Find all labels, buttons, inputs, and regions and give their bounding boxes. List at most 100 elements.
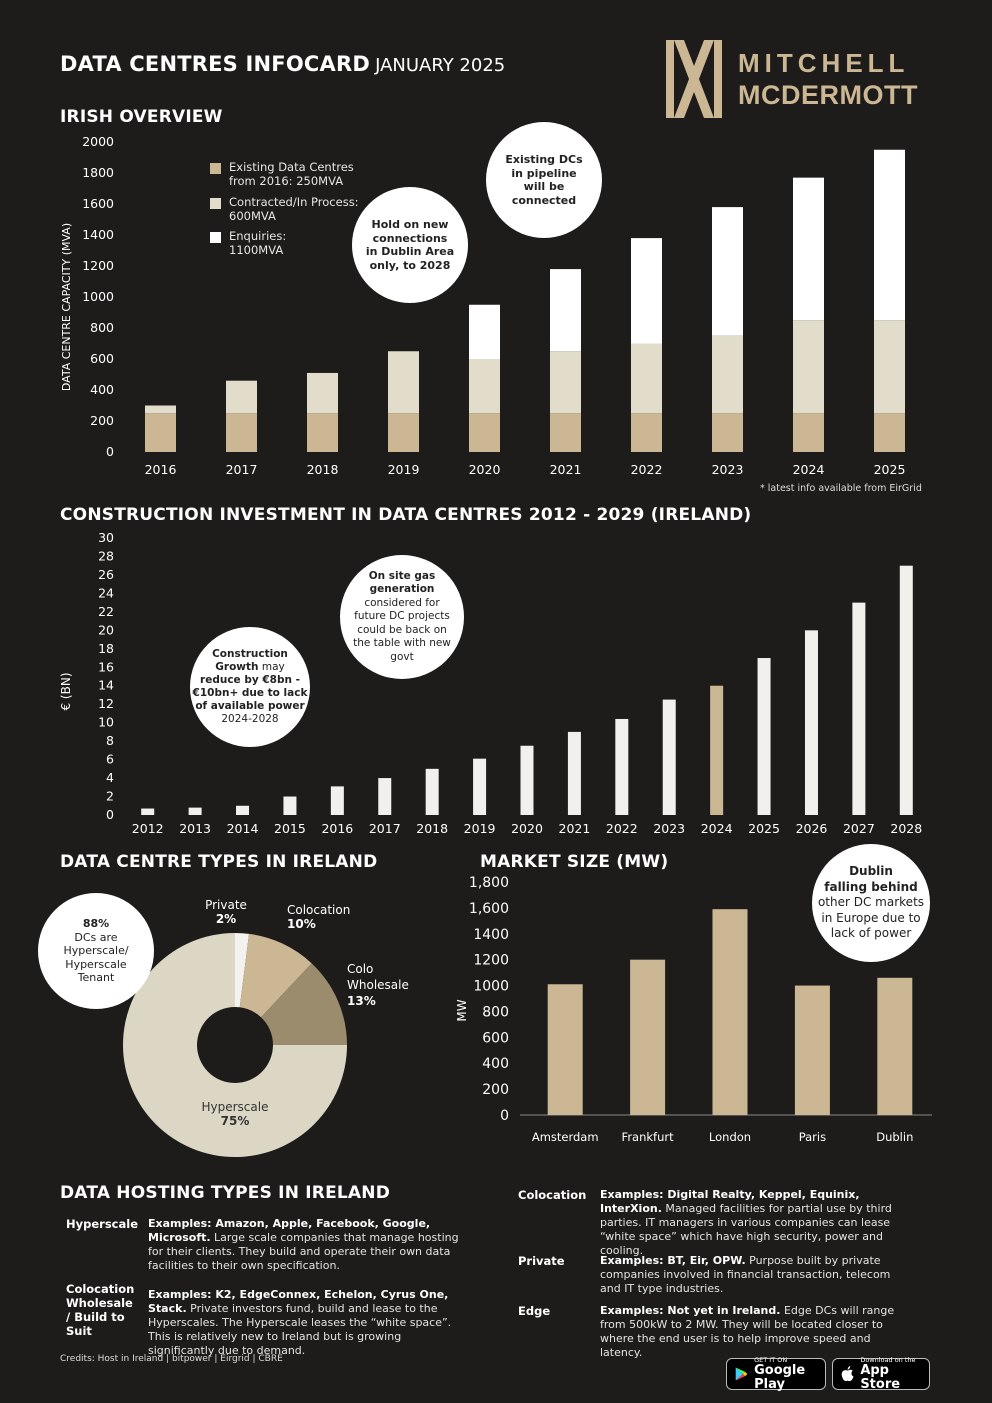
y-tick-label: 30 bbox=[98, 530, 114, 545]
google-play-badge[interactable]: GET IT ON Google Play bbox=[726, 1355, 826, 1392]
stacked-bar-segment bbox=[874, 320, 905, 414]
x-tick-label: 2020 bbox=[469, 462, 501, 477]
y-tick-label: 1000 bbox=[82, 289, 114, 304]
y-tick-label: 14 bbox=[98, 678, 114, 693]
y-tick-label: 24 bbox=[98, 585, 114, 600]
investment-bar bbox=[710, 685, 724, 815]
y-tick-label: 8 bbox=[106, 733, 114, 748]
hosting-label-edge: Edge bbox=[518, 1304, 551, 1318]
app-store-small-text: Download on the bbox=[860, 1355, 916, 1364]
x-tick-label: 2021 bbox=[559, 821, 591, 836]
y-tick-label: 4 bbox=[106, 770, 114, 785]
y-axis-label: € (BN) bbox=[59, 672, 73, 710]
x-tick-label: 2028 bbox=[890, 821, 922, 836]
x-tick-label: Frankfurt bbox=[622, 1130, 675, 1144]
page-title: DATA CENTRES INFOCARD JANUARY 2025 bbox=[60, 52, 505, 76]
market-bar bbox=[877, 977, 913, 1115]
stacked-bar-segment bbox=[874, 413, 905, 452]
investment-bar bbox=[520, 745, 534, 815]
stacked-bar-segment bbox=[388, 351, 419, 414]
y-tick-label: 0 bbox=[500, 1108, 509, 1124]
x-tick-label: 2019 bbox=[388, 462, 420, 477]
hosting-desc-private: Examples: BT, Eir, OPW. Purpose built by… bbox=[600, 1254, 891, 1295]
y-tick-label: 600 bbox=[90, 351, 114, 366]
x-tick-label: 2018 bbox=[416, 821, 448, 836]
x-tick-label: 2013 bbox=[179, 821, 211, 836]
y-tick-label: 800 bbox=[90, 320, 114, 335]
y-tick-label: 18 bbox=[98, 641, 114, 656]
hosting-desc-edge: Examples: Not yet in Ireland. Edge DCs w… bbox=[600, 1304, 895, 1359]
y-tick-label: 800 bbox=[482, 1004, 509, 1020]
google-play-icon bbox=[735, 1367, 748, 1381]
investment-bar bbox=[852, 602, 866, 815]
legend-enquiries: Enquiries: 1100MVA bbox=[229, 229, 287, 257]
market-bar bbox=[712, 909, 748, 1115]
stacked-bar-segment bbox=[793, 413, 824, 452]
stacked-bar-segment bbox=[631, 413, 662, 452]
pie-label-private: Private 2% bbox=[205, 898, 247, 926]
hosting-label-hyperscale: Hyperscale bbox=[66, 1217, 138, 1231]
investment-bar bbox=[804, 630, 818, 815]
y-tick-label: 10 bbox=[98, 715, 114, 730]
y-tick-label: 200 bbox=[482, 1082, 509, 1098]
x-tick-label: 2016 bbox=[145, 462, 177, 477]
donut-slice bbox=[239, 933, 312, 1018]
x-tick-label: 2018 bbox=[307, 462, 339, 477]
dc-types-donut-chart bbox=[123, 933, 347, 1157]
y-axis-label: DATA CENTRE CAPACITY (MVA) bbox=[60, 223, 73, 391]
google-play-label: Google Play bbox=[754, 1362, 806, 1392]
y-tick-label: 400 bbox=[482, 1056, 509, 1072]
legend-swatch-contracted bbox=[210, 198, 221, 209]
investment-bar bbox=[662, 699, 676, 815]
section-heading-market-size: MARKET SIZE (MW) bbox=[480, 852, 669, 872]
stacked-bar-segment bbox=[550, 269, 581, 352]
x-tick-label: 2017 bbox=[369, 821, 401, 836]
footnote-eirgrid: * latest info available from EirGrid bbox=[760, 483, 922, 494]
stacked-bar-segment bbox=[550, 351, 581, 414]
y-tick-label: 20 bbox=[98, 622, 114, 637]
y-tick-label: 6 bbox=[106, 752, 114, 767]
x-tick-label: 2023 bbox=[653, 821, 685, 836]
market-bar bbox=[794, 985, 830, 1115]
donut-slice bbox=[123, 933, 347, 1157]
pie-label-colo-wholesale: Colo Wholesale 13% bbox=[347, 962, 409, 1008]
callout-88-percent: 88% DCs are Hyperscale/ Hyperscale Tenan… bbox=[38, 893, 154, 1009]
market-bar bbox=[547, 984, 583, 1115]
y-tick-label: 1,600 bbox=[469, 901, 509, 917]
hosting-desc-colocation-wholesale: Examples: K2, EdgeConnex, Echelon, Cyrus… bbox=[148, 1288, 452, 1357]
hosting-desc-hyperscale: Examples: Amazon, Apple, Facebook, Googl… bbox=[148, 1217, 459, 1272]
callout-construction-growth: Construction Growth may reduce by €8bn -… bbox=[190, 627, 310, 747]
section-heading-irish-overview: IRISH OVERVIEW bbox=[60, 107, 223, 127]
x-tick-label: 2016 bbox=[321, 821, 353, 836]
y-tick-label: 28 bbox=[98, 548, 114, 563]
section-heading-hosting-types: DATA HOSTING TYPES IN IRELAND bbox=[60, 1183, 391, 1203]
legend-existing: Existing Data Centres from 2016: 250MVA bbox=[229, 160, 354, 188]
y-tick-label: 16 bbox=[98, 659, 114, 674]
y-tick-label: 400 bbox=[90, 382, 114, 397]
y-tick-label: 200 bbox=[90, 413, 114, 428]
hosting-desc-colocation: Examples: Digital Realty, Keppel, Equini… bbox=[600, 1188, 892, 1257]
y-tick-label: 0 bbox=[106, 807, 114, 822]
legend-swatch-enquiries bbox=[210, 232, 221, 243]
section-heading-dc-types: DATA CENTRE TYPES IN IRELAND bbox=[60, 852, 378, 872]
x-tick-label: 2021 bbox=[550, 462, 582, 477]
investment-bar bbox=[899, 565, 913, 815]
y-tick-label: 1200 bbox=[82, 258, 114, 273]
hosting-label-private: Private bbox=[518, 1254, 565, 1268]
investment-bar bbox=[236, 805, 250, 815]
stacked-bar-segment bbox=[307, 413, 338, 452]
company-logo: MITCHELL MCDERMOTT bbox=[664, 38, 934, 120]
google-play-small-text: GET IT ON bbox=[754, 1355, 788, 1364]
investment-bar bbox=[473, 758, 487, 815]
app-store-badge[interactable]: Download on the App Store bbox=[832, 1355, 930, 1391]
y-tick-label: 0 bbox=[106, 444, 114, 459]
x-tick-label: 2017 bbox=[226, 462, 258, 477]
x-tick-label: Dublin bbox=[876, 1130, 913, 1144]
investment-bar bbox=[425, 768, 439, 815]
credits: Credits: Host in Ireland | bitpower | Ei… bbox=[60, 1354, 283, 1364]
x-tick-label: 2022 bbox=[631, 462, 663, 477]
logo-line-mcdermott: MCDERMOTT bbox=[738, 80, 918, 110]
investment-bar bbox=[567, 731, 581, 815]
investment-bar bbox=[141, 808, 155, 815]
